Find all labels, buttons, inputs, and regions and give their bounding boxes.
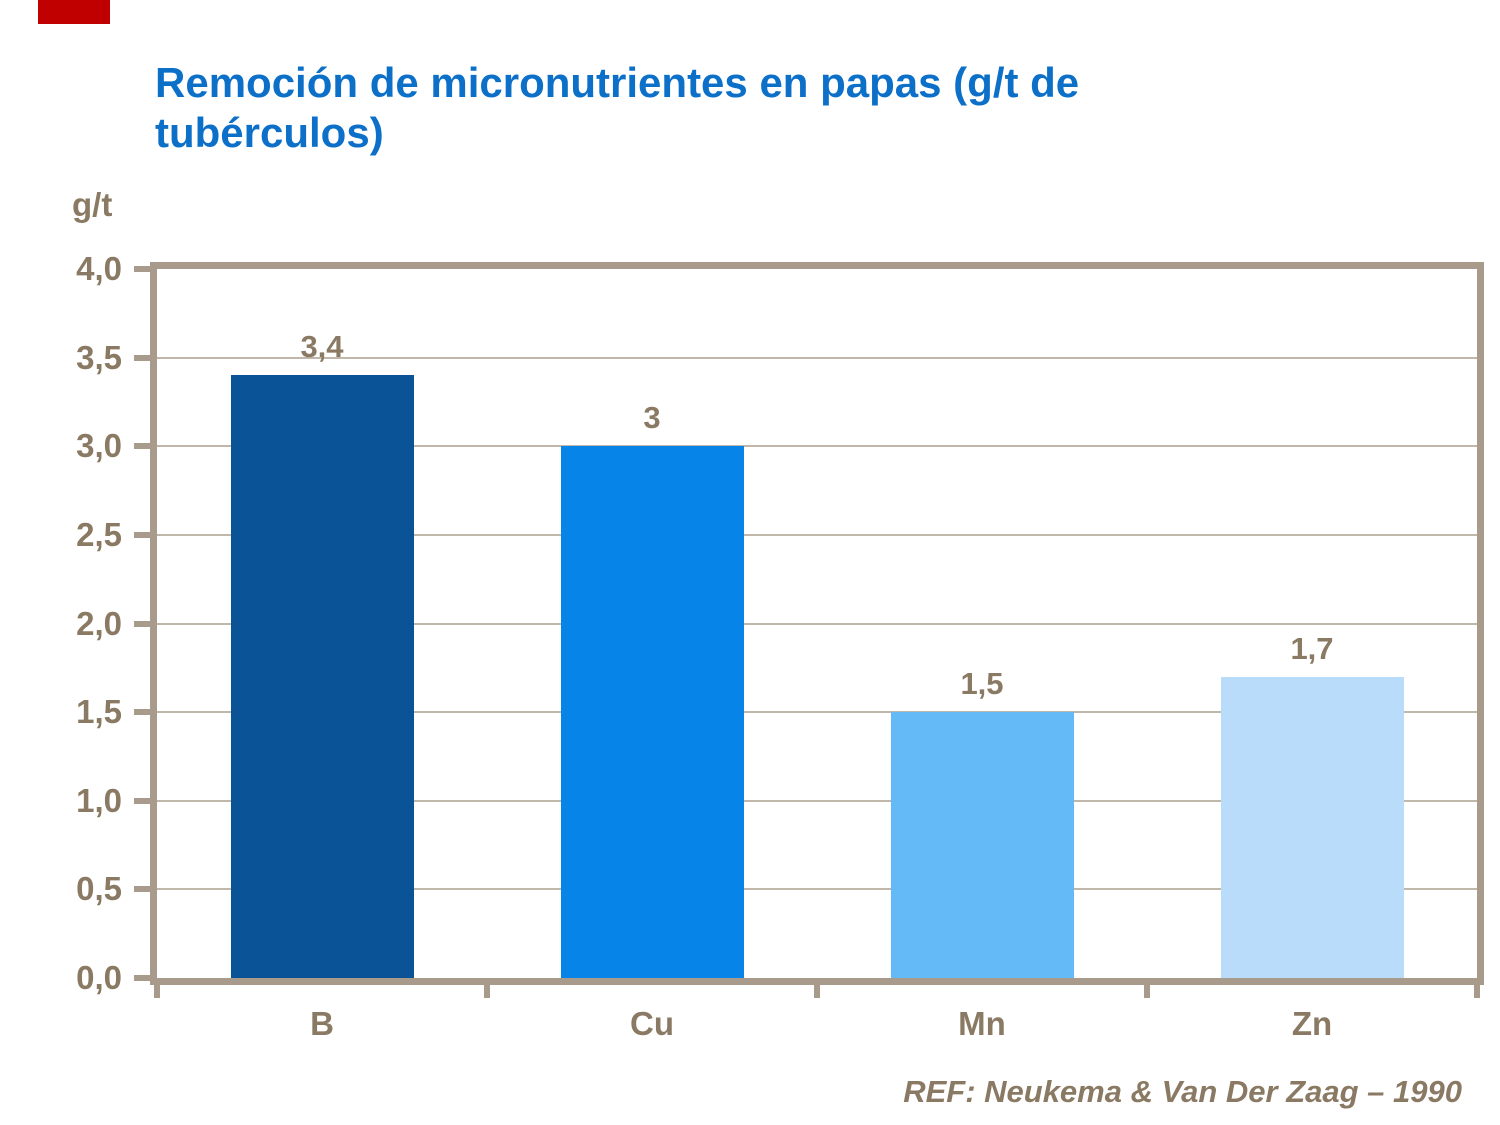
y-axis-tick-label: 2,0	[76, 604, 122, 642]
gridline	[157, 711, 1477, 714]
y-axis-tick	[134, 886, 150, 893]
bar-value-label-Mn: 1,5	[960, 666, 1004, 702]
bar-value-label-B: 3,4	[300, 329, 344, 365]
gridline	[157, 622, 1477, 625]
red-corner-marker	[38, 0, 110, 24]
plot-area: 0,0 0,5 1,0 1,5 2,0 2,5 3,0 3,5 4,0 3,4 B 3 Cu 1,5 Mn 1…	[76, 252, 1484, 1042]
x-axis-tick	[1474, 985, 1480, 998]
bar-Cu	[560, 446, 744, 978]
gridline	[157, 356, 1477, 359]
bar-Zn	[1220, 676, 1404, 978]
reference-text: REF: Neukema & Van Der Zaag – 1990	[903, 1074, 1462, 1109]
x-axis-tick	[1144, 985, 1150, 998]
x-axis-tick	[484, 985, 490, 998]
y-axis-tick	[134, 709, 150, 716]
y-axis-tick-label: 1,5	[76, 693, 122, 731]
x-axis-label-Zn: Zn	[1291, 1005, 1333, 1042]
gridline	[157, 533, 1477, 536]
bar-value-label-Zn: 1,7	[1290, 630, 1334, 666]
y-axis-tick-label: 4,0	[76, 250, 122, 287]
bar-value-label-Cu: 3	[643, 400, 661, 436]
y-axis-tick	[134, 266, 150, 272]
y-axis-tick-label: 2,5	[76, 515, 122, 553]
x-axis-label-Mn: Mn	[958, 1005, 1006, 1042]
bar-Mn	[890, 712, 1074, 978]
y-axis-tick-label: 3,0	[76, 427, 122, 465]
y-axis-tick-label: 1,0	[76, 781, 122, 819]
y-axis-tick	[134, 354, 150, 361]
y-axis-tick-label: 0,5	[76, 870, 122, 908]
gridline	[157, 445, 1477, 448]
x-axis-tick	[154, 985, 160, 998]
y-axis-tick-label: 0,0	[76, 959, 122, 996]
gridline	[157, 888, 1477, 891]
y-axis-unit-label: g/t	[72, 186, 113, 223]
y-axis-tick-label: 3,5	[76, 338, 122, 376]
y-axis-tick	[134, 531, 150, 538]
y-axis-tick	[134, 443, 150, 450]
x-axis-tick	[814, 985, 820, 998]
y-axis-tick	[134, 975, 150, 981]
x-axis-label-B: B	[310, 1005, 334, 1042]
y-axis-tick	[134, 797, 150, 804]
x-axis-label-Cu: Cu	[630, 1005, 674, 1042]
y-axis-tick	[134, 620, 150, 627]
bar-B	[230, 375, 414, 978]
chart-title: Remoción de micronutrientes en papas (g/…	[155, 59, 1080, 156]
gridline	[157, 799, 1477, 802]
